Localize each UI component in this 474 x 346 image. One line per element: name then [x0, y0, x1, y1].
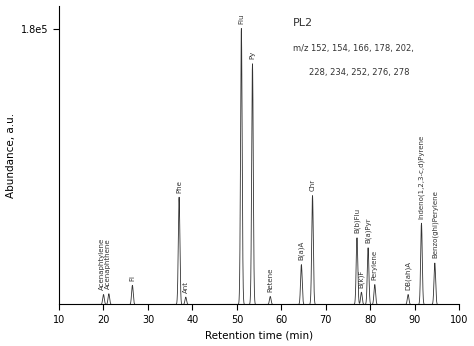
Text: B(a)Pyr: B(a)Pyr	[365, 218, 371, 243]
Text: Acenaphtylene: Acenaphtylene	[99, 238, 105, 290]
Y-axis label: Abundance, a.u.: Abundance, a.u.	[6, 112, 16, 198]
Text: Fl: Fl	[129, 275, 136, 281]
Text: Benzo(ghi)Perylene: Benzo(ghi)Perylene	[431, 191, 438, 258]
Text: PL2: PL2	[293, 18, 313, 28]
Text: Chr: Chr	[310, 179, 316, 191]
Text: Perylene: Perylene	[372, 250, 378, 280]
Text: B(k)F: B(k)F	[358, 269, 365, 288]
Text: B(a)A: B(a)A	[298, 241, 305, 260]
Text: Ant: Ant	[183, 281, 189, 292]
Text: Phe: Phe	[176, 180, 182, 193]
Text: 228, 234, 252, 276, 278: 228, 234, 252, 276, 278	[309, 68, 410, 77]
Text: DB(ah)A: DB(ah)A	[405, 261, 411, 290]
Text: m/z 152, 154, 166, 178, 202,: m/z 152, 154, 166, 178, 202,	[293, 44, 414, 53]
Text: Indeno(1,2,3-c,d)Pyrene: Indeno(1,2,3-c,d)Pyrene	[418, 134, 425, 219]
Text: Retene: Retene	[267, 267, 273, 292]
Text: Py: Py	[249, 51, 255, 59]
Text: B(b)Flu: B(b)Flu	[354, 208, 360, 233]
Text: Acenaphthene: Acenaphthene	[105, 238, 111, 289]
X-axis label: Retention time (min): Retention time (min)	[205, 330, 313, 340]
Text: Flu: Flu	[238, 13, 245, 24]
